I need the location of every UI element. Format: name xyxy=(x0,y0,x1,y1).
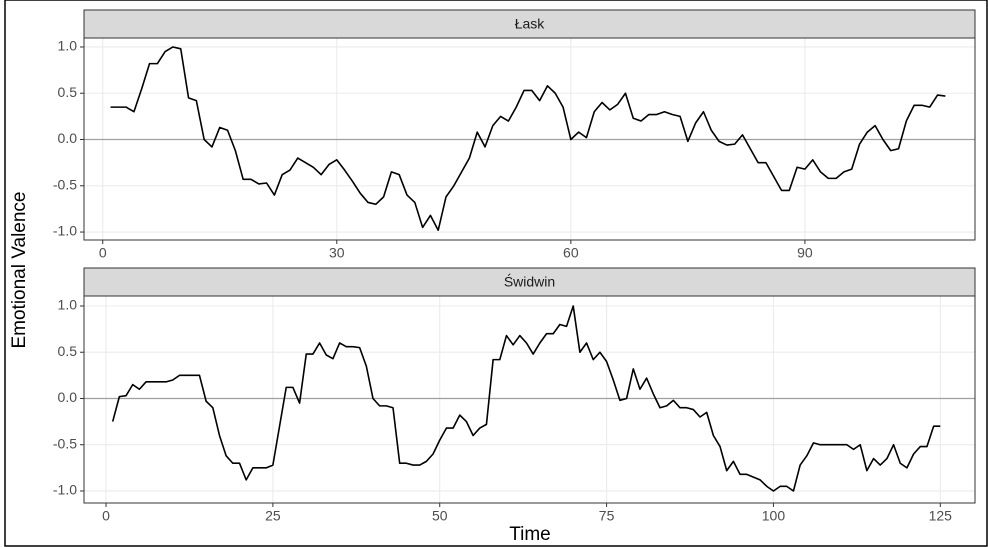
x-tick-label: 50 xyxy=(432,508,448,524)
y-tick-label: 0.0 xyxy=(58,389,78,405)
y-tick-label: -1.0 xyxy=(53,223,77,239)
x-tick-label: 25 xyxy=(265,508,281,524)
line xyxy=(111,305,941,492)
x-tick-label: 60 xyxy=(563,245,579,261)
x-tick-label: 125 xyxy=(929,508,953,524)
x-tick-label: 0 xyxy=(99,245,107,261)
x-tick-label: 100 xyxy=(762,508,786,524)
y-tick-label: 1.0 xyxy=(58,297,78,313)
x-axis-title: Time xyxy=(509,524,551,545)
strip xyxy=(83,9,976,39)
y-tick-label: 0.5 xyxy=(58,343,78,359)
y-tick-label: -1.0 xyxy=(53,482,77,498)
x-tick-label: 0 xyxy=(102,508,110,524)
line xyxy=(110,46,946,231)
y-tick-label: -0.5 xyxy=(53,176,77,192)
panel-background xyxy=(84,296,975,503)
y-tick-label: 0.5 xyxy=(58,84,78,100)
strip-label: Łask xyxy=(515,16,546,32)
y-tick-label: 1.0 xyxy=(58,38,78,54)
y-tick-label: -0.5 xyxy=(53,435,77,451)
x-tick-label: 90 xyxy=(797,245,813,261)
x-tick-label: 30 xyxy=(329,245,345,261)
y-tick-label: 0.0 xyxy=(58,130,78,146)
y-axis-title: Emotional Valence xyxy=(9,191,30,348)
x-tick-label: 75 xyxy=(599,508,615,524)
strip-label: Świdwin xyxy=(504,273,555,290)
strip xyxy=(83,267,976,297)
